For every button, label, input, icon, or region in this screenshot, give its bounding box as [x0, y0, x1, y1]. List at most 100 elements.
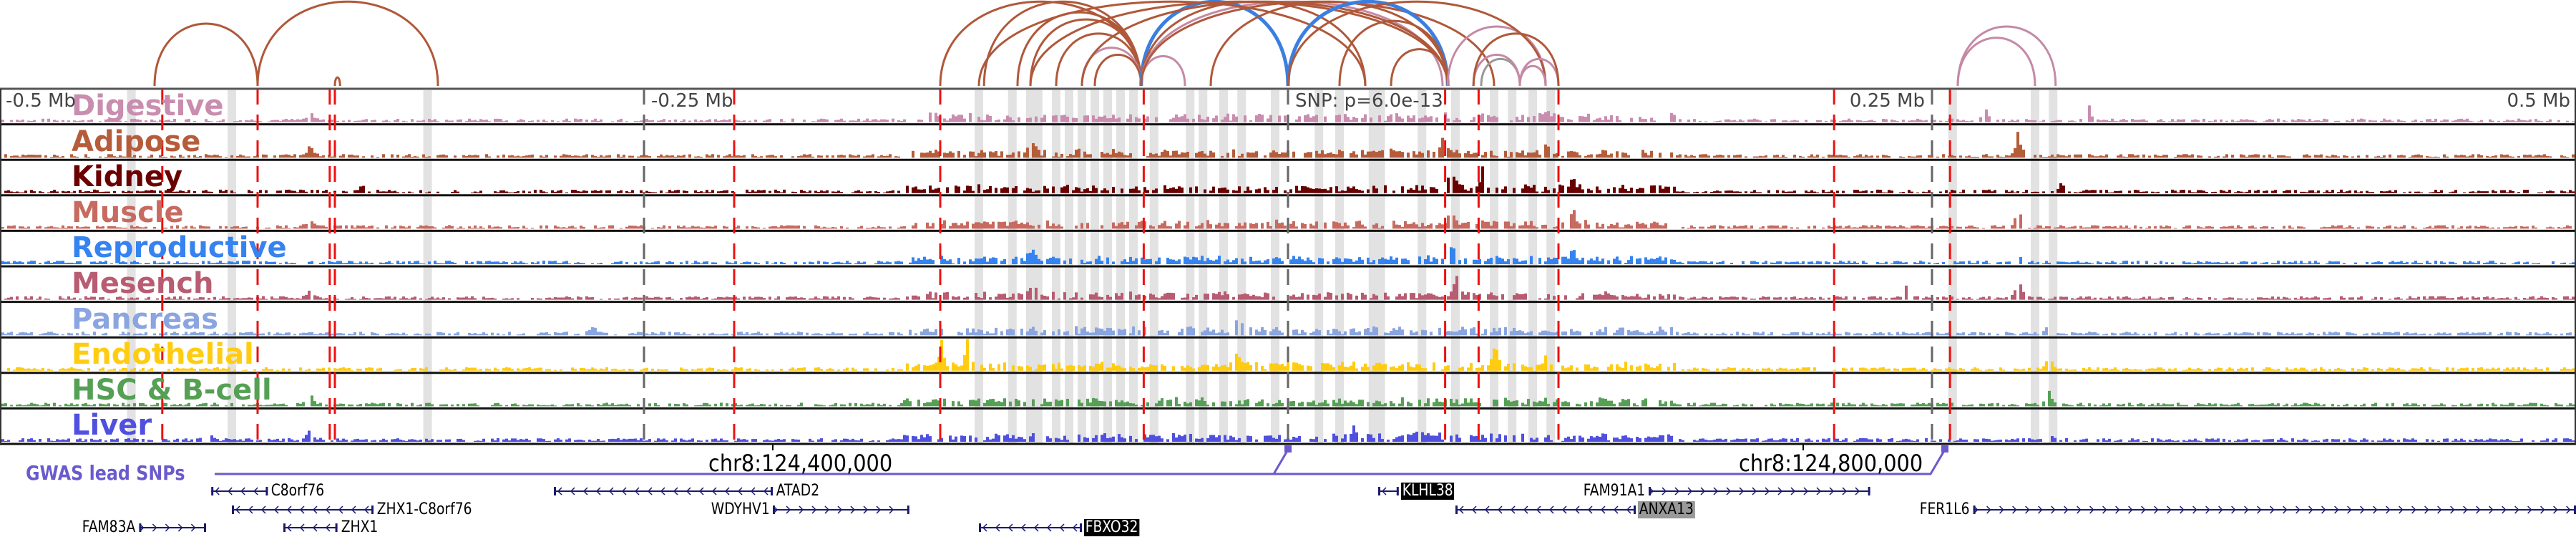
strand-arrow — [2514, 505, 2519, 514]
strand-arrow — [724, 487, 730, 495]
exon — [771, 487, 773, 495]
loop-arc — [1286, 0, 1450, 87]
strand-arrow — [837, 505, 843, 514]
gwas-snp-marker — [1941, 445, 1948, 453]
strand-arrow — [351, 505, 356, 514]
strand-arrow — [2411, 505, 2416, 514]
exon — [265, 487, 268, 495]
strand-arrow — [1986, 505, 1991, 514]
strand-arrow — [1829, 487, 1835, 495]
loop-arc — [1140, 0, 1444, 87]
strand-arrow — [2360, 505, 2365, 514]
strand-arrow — [737, 487, 743, 495]
strand-arrow — [2399, 505, 2404, 514]
strand-arrow — [2205, 505, 2210, 514]
track-label-liver: Liver — [72, 409, 152, 442]
strand-arrow — [621, 487, 627, 495]
gene-label-fer1l6: FER1L6 — [1920, 500, 1970, 518]
strand-arrow — [1458, 505, 1464, 514]
exon — [1973, 505, 1976, 514]
strand-arrow — [634, 487, 640, 495]
exon — [1868, 487, 1870, 495]
strand-arrow — [260, 505, 266, 514]
gene-fam91a1 — [1649, 487, 1870, 495]
strand-arrow — [2128, 505, 2133, 514]
strand-arrow — [711, 487, 717, 495]
strand-arrow — [299, 523, 305, 532]
track-label-adipose: Adipose — [72, 125, 201, 158]
snp-lines — [161, 89, 1951, 444]
strand-arrow — [1790, 487, 1796, 495]
strand-arrow — [1803, 487, 1809, 495]
signal-bars — [4, 276, 2575, 300]
strand-arrow — [228, 487, 233, 495]
signal-bars — [1, 210, 2572, 229]
exon — [1378, 487, 1380, 495]
track-borders — [0, 87, 2576, 445]
signal-track-muscle — [1, 210, 2572, 229]
strand-arrow — [2244, 505, 2249, 514]
gene-fer1l6 — [1973, 505, 2576, 514]
strand-arrow — [253, 487, 258, 495]
exon — [1634, 505, 1636, 514]
strand-arrow — [1072, 523, 1078, 532]
exon — [335, 523, 338, 532]
strand-arrow — [786, 505, 791, 514]
gene-label-fam83a: FAM83A — [82, 518, 136, 536]
exon — [283, 523, 286, 532]
strand-arrow — [215, 487, 220, 495]
strand-arrow — [1999, 505, 2004, 514]
strand-arrow — [582, 487, 588, 495]
strand-arrow — [673, 487, 678, 495]
strand-arrow — [1687, 487, 1693, 495]
exon — [2574, 505, 2576, 514]
strand-arrow — [1471, 505, 1477, 514]
strand-arrow — [2553, 505, 2558, 514]
track-label-pancreas: Pancreas — [72, 302, 219, 336]
loop-arc — [1338, 19, 1449, 87]
strand-arrow — [1713, 487, 1719, 495]
strand-arrow — [2064, 505, 2069, 514]
gene-atad2 — [554, 487, 773, 495]
signal-track-kidney — [4, 166, 2575, 193]
strand-arrow — [312, 523, 318, 532]
loop-arc — [333, 76, 341, 87]
strand-arrow — [2115, 505, 2120, 514]
strand-arrow — [2231, 505, 2236, 514]
signal-track-mesench — [4, 276, 2575, 300]
gene-anxa13 — [1455, 505, 1636, 514]
strand-arrow — [286, 523, 292, 532]
strand-arrow — [570, 487, 575, 495]
strand-arrow — [299, 505, 305, 514]
strand-arrow — [1033, 523, 1039, 532]
strand-arrow — [1600, 505, 1606, 514]
gene-label-c8orf76: C8orf76 — [271, 482, 325, 500]
strand-arrow — [165, 523, 170, 532]
exon — [1455, 505, 1458, 514]
axis-tick-label: 0.5 Mb — [2507, 90, 2570, 112]
strand-arrow — [2296, 505, 2301, 514]
strand-arrow — [799, 505, 804, 514]
signal-bars — [4, 132, 2575, 158]
strand-arrow — [811, 505, 817, 514]
exon — [1649, 487, 1651, 495]
exon — [907, 505, 909, 514]
strand-arrow — [338, 505, 343, 514]
gene-label-fbxo32: FBXO32 — [1084, 518, 1140, 536]
strand-arrow — [995, 523, 1000, 532]
strand-arrow — [2463, 505, 2468, 514]
loop-arc — [153, 22, 259, 87]
strand-arrow — [364, 505, 369, 514]
gene-label-klhl38: KLHL38 — [1400, 482, 1455, 500]
strand-arrow — [248, 505, 253, 514]
strand-arrow — [2437, 505, 2442, 514]
strand-arrow — [325, 505, 331, 514]
strand-arrow — [1536, 505, 1541, 514]
signal-track-endothelial — [7, 339, 2575, 371]
signal-bars — [1, 105, 2575, 122]
signal-bars — [1, 390, 2575, 407]
signal-track-digestive — [1, 105, 2575, 122]
strand-arrow — [1574, 505, 1580, 514]
strand-arrow — [686, 487, 691, 495]
track-label-mesench: Mesench — [72, 267, 214, 300]
